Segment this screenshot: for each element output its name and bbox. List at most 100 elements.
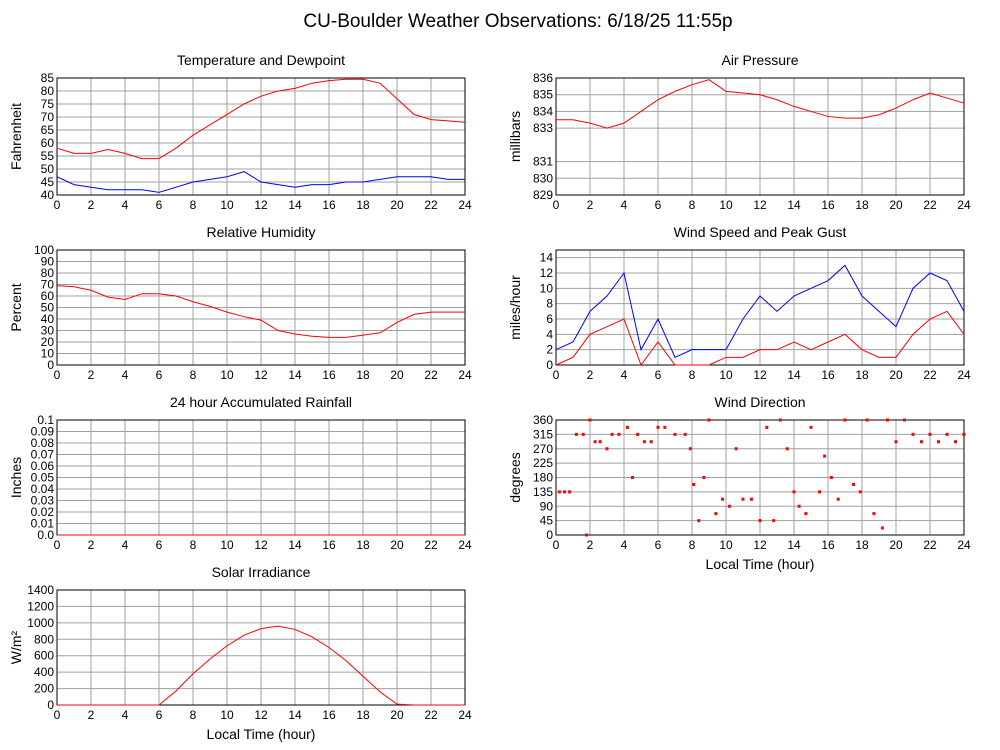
data-point bbox=[792, 490, 796, 494]
x-tick-label: 24 bbox=[458, 368, 472, 382]
x-tick-label: 12 bbox=[254, 538, 268, 552]
x-tick-label: 16 bbox=[322, 538, 336, 552]
data-point bbox=[928, 432, 932, 436]
data-point bbox=[617, 432, 621, 436]
x-tick-label: 24 bbox=[957, 198, 971, 212]
y-tick-label: 1200 bbox=[27, 599, 54, 613]
data-point bbox=[962, 432, 966, 436]
x-tick-label: 18 bbox=[855, 368, 869, 382]
x-tick-label: 4 bbox=[122, 368, 129, 382]
x-tick-label: 8 bbox=[190, 538, 197, 552]
data-line bbox=[56, 285, 465, 338]
x-tick-label: 14 bbox=[787, 538, 801, 552]
chart-title: Relative Humidity bbox=[207, 224, 316, 240]
x-tick-label: 22 bbox=[424, 538, 438, 552]
y-tick-label: 60 bbox=[41, 289, 55, 303]
data-line bbox=[57, 625, 465, 706]
x-tick-label: 4 bbox=[621, 198, 628, 212]
x-tick-label: 8 bbox=[190, 198, 197, 212]
x-tick-label: 14 bbox=[288, 198, 302, 212]
y-tick-label: 0.0 bbox=[37, 528, 54, 542]
x-tick-label: 2 bbox=[88, 198, 95, 212]
x-tick-label: 20 bbox=[889, 368, 903, 382]
x-tick-label: 20 bbox=[390, 368, 404, 382]
data-point bbox=[727, 504, 731, 508]
data-point bbox=[598, 440, 602, 444]
data-point bbox=[707, 418, 711, 422]
plot-frame bbox=[555, 419, 965, 536]
x-tick-label: 2 bbox=[587, 198, 594, 212]
y-tick-label: 0.05 bbox=[31, 471, 55, 485]
y-tick-label: 0.02 bbox=[31, 505, 55, 519]
data-point bbox=[721, 497, 725, 501]
x-tick-label: 6 bbox=[156, 368, 163, 382]
x-tick-label: 16 bbox=[821, 198, 835, 212]
data-point bbox=[836, 497, 840, 501]
data-point bbox=[625, 425, 629, 429]
x-tick-label: 16 bbox=[821, 368, 835, 382]
y-tick-label: 836 bbox=[533, 71, 553, 85]
data-point bbox=[585, 533, 589, 537]
y-tick-label: 0 bbox=[546, 358, 553, 372]
y-tick-label: 1000 bbox=[27, 616, 54, 630]
y-tick-label: 45 bbox=[41, 175, 55, 189]
y-tick-label: 0 bbox=[47, 698, 54, 712]
chart-panel: Relative HumidityPercent0102030405060708… bbox=[8, 224, 472, 382]
x-tick-label: 18 bbox=[855, 198, 869, 212]
y-tick-label: 800 bbox=[34, 632, 54, 646]
data-point bbox=[772, 519, 776, 523]
chart-title: 24 hour Accumulated Rainfall bbox=[170, 394, 352, 410]
x-tick-label: 4 bbox=[621, 368, 628, 382]
x-tick-label: 8 bbox=[689, 198, 696, 212]
x-tick-label: 4 bbox=[122, 538, 129, 552]
data-point bbox=[894, 440, 898, 444]
chart-title: Wind Direction bbox=[714, 394, 805, 410]
data-point bbox=[610, 432, 614, 436]
x-tick-label: 2 bbox=[587, 368, 594, 382]
y-tick-label: 70 bbox=[41, 110, 55, 124]
x-tick-label: 8 bbox=[689, 368, 696, 382]
data-point bbox=[593, 440, 597, 444]
x-tick-label: 4 bbox=[122, 708, 129, 722]
y-tick-label: 0.09 bbox=[31, 425, 55, 439]
x-tick-label: 18 bbox=[356, 538, 370, 552]
x-tick-label: 20 bbox=[889, 198, 903, 212]
x-tick-label: 18 bbox=[356, 368, 370, 382]
x-tick-label: 16 bbox=[322, 708, 336, 722]
x-tick-label: 10 bbox=[719, 368, 733, 382]
y-tick-label: 0.06 bbox=[31, 459, 55, 473]
x-tick-label: 16 bbox=[322, 198, 336, 212]
x-tick-label: 2 bbox=[88, 708, 95, 722]
y-tick-label: 80 bbox=[41, 84, 55, 98]
y-tick-label: 200 bbox=[34, 682, 54, 696]
data-point bbox=[631, 476, 634, 479]
y-tick-label: 830 bbox=[533, 171, 553, 185]
y-tick-label: 10 bbox=[41, 347, 55, 361]
chart-panel: 24 hour Accumulated RainfallInches0.00.0… bbox=[8, 394, 472, 552]
y-tick-label: 833 bbox=[533, 121, 553, 135]
y-tick-label: 225 bbox=[533, 456, 553, 470]
chart-title: Air Pressure bbox=[721, 52, 798, 68]
y-axis-label: miles/hour bbox=[507, 275, 523, 340]
data-point bbox=[656, 425, 660, 429]
y-tick-label: 20 bbox=[41, 335, 55, 349]
data-point bbox=[683, 432, 687, 436]
x-tick-label: 22 bbox=[424, 368, 438, 382]
data-line bbox=[556, 79, 965, 129]
plot-frame bbox=[56, 589, 466, 706]
data-point bbox=[734, 447, 738, 451]
x-tick-label: 14 bbox=[787, 198, 801, 212]
data-point bbox=[823, 454, 827, 458]
y-axis-label: millibars bbox=[507, 111, 523, 162]
data-point bbox=[758, 519, 762, 523]
x-tick-label: 0 bbox=[54, 368, 61, 382]
x-tick-label: 10 bbox=[719, 198, 733, 212]
y-axis-label: W/m² bbox=[8, 630, 24, 664]
data-point bbox=[688, 447, 692, 451]
chart-panel: Wind Speed and Peak Gustmiles/hour024681… bbox=[507, 224, 971, 382]
data-point bbox=[750, 497, 753, 501]
y-tick-label: 45 bbox=[540, 514, 554, 528]
y-tick-label: 835 bbox=[533, 88, 553, 102]
x-tick-label: 16 bbox=[821, 538, 835, 552]
